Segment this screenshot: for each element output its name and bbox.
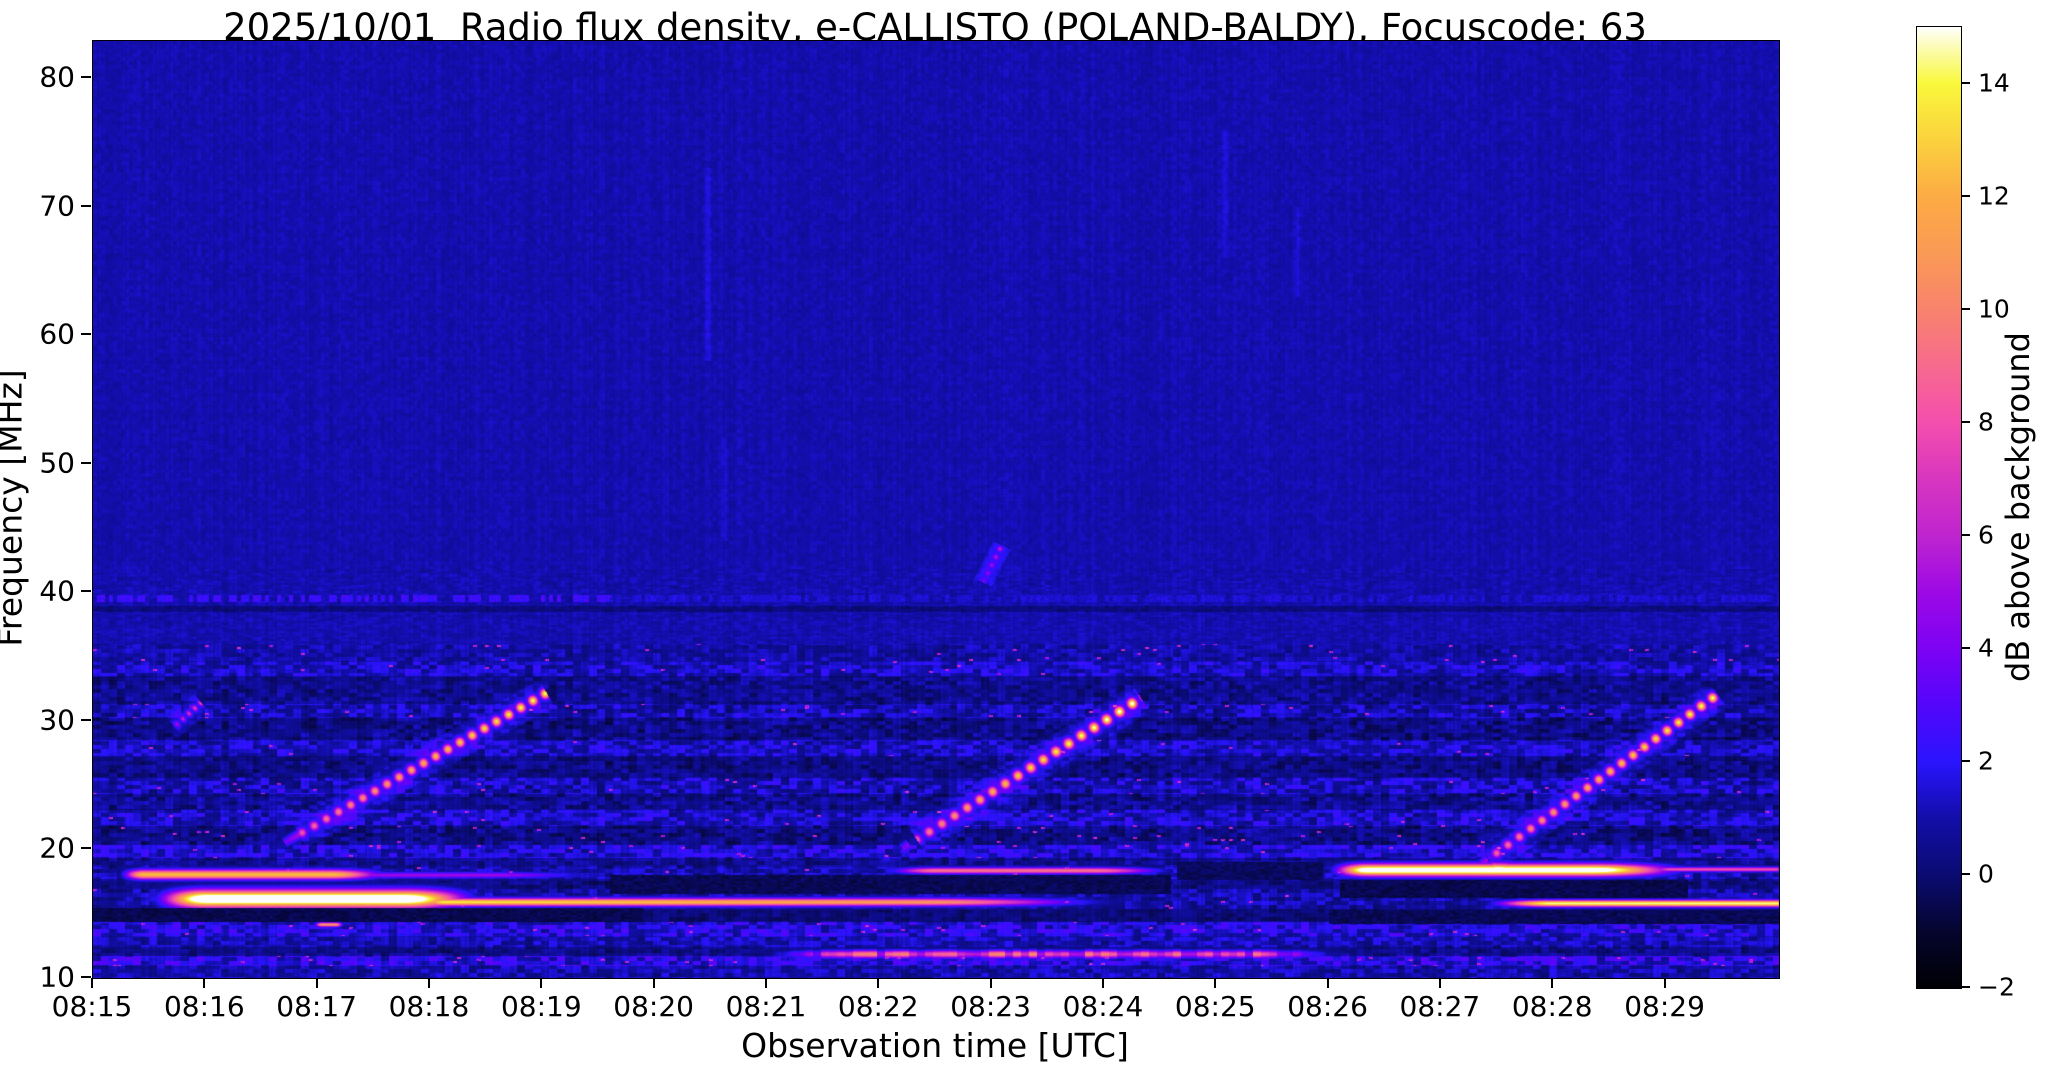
x-tick-label: 08:15 <box>51 990 133 1023</box>
colorbar-tick <box>1962 986 1970 988</box>
x-tick <box>652 978 655 988</box>
x-tick-label: 08:26 <box>1287 990 1368 1023</box>
spectrogram-canvas <box>93 41 1779 978</box>
x-tick <box>203 978 206 988</box>
spectrogram-plot-area <box>92 40 1780 979</box>
x-tick-label: 08:22 <box>837 990 919 1023</box>
colorbar-tick-label: 2 <box>1978 746 1994 776</box>
y-tick-label: 20 <box>39 831 75 865</box>
x-tick-label: 08:21 <box>725 990 807 1023</box>
x-tick <box>315 978 318 988</box>
x-tick <box>427 978 430 988</box>
colorbar-tick <box>1962 759 1970 762</box>
colorbar-tick <box>1962 872 1970 875</box>
y-tick-label: 60 <box>39 317 75 351</box>
y-tick-label: 30 <box>39 703 75 737</box>
y-tick <box>81 718 91 721</box>
y-tick-label: 50 <box>39 446 75 480</box>
colorbar-tick-label: −2 <box>1978 972 2015 1002</box>
x-tick <box>1438 978 1441 988</box>
x-tick <box>1101 978 1104 988</box>
colorbar-tick-label: 12 <box>1978 181 2010 211</box>
x-tick-label: 08:25 <box>1174 990 1256 1023</box>
y-axis-label: Frequency [MHz] <box>0 369 30 647</box>
x-tick <box>540 978 543 988</box>
x-tick-label: 08:20 <box>613 990 694 1023</box>
y-tick <box>81 76 91 79</box>
colorbar-tick-label: 6 <box>1978 520 1994 550</box>
x-tick-label: 08:19 <box>500 990 582 1023</box>
x-tick <box>764 978 767 988</box>
y-tick-label: 70 <box>39 189 75 223</box>
colorbar <box>1916 26 1962 989</box>
x-tick <box>1326 978 1329 988</box>
x-tick <box>1551 978 1554 988</box>
x-tick-label: 08:18 <box>388 990 470 1023</box>
x-tick-label: 08:17 <box>276 990 357 1023</box>
colorbar-tick <box>1962 420 1970 423</box>
y-tick-label: 40 <box>39 574 75 608</box>
x-tick-label: 08:28 <box>1511 990 1593 1023</box>
y-tick <box>81 590 91 593</box>
colorbar-tick-label: 4 <box>1978 633 1994 663</box>
x-tick <box>877 978 880 988</box>
x-tick-label: 08:23 <box>950 990 1031 1023</box>
x-tick-label: 08:24 <box>1062 990 1144 1023</box>
y-tick <box>81 847 91 850</box>
y-tick-label: 10 <box>39 960 75 994</box>
colorbar-label: dB above background <box>1999 332 2037 682</box>
x-tick-label: 08:16 <box>163 990 245 1023</box>
colorbar-tick <box>1962 646 1970 649</box>
x-tick <box>91 978 93 988</box>
x-tick <box>989 978 992 988</box>
x-tick <box>1663 978 1666 988</box>
y-tick <box>81 976 91 978</box>
colorbar-tick <box>1962 533 1970 536</box>
colorbar-tick-label: 0 <box>1978 859 1994 889</box>
x-tick-label: 08:27 <box>1399 990 1481 1023</box>
colorbar-tick <box>1962 307 1970 310</box>
y-tick <box>81 204 91 207</box>
x-axis-label: Observation time [UTC] <box>741 1026 1129 1065</box>
colorbar-tick-label: 14 <box>1978 68 2010 98</box>
x-tick <box>1214 978 1217 988</box>
colorbar-tick-label: 10 <box>1978 294 2010 324</box>
y-tick <box>81 333 91 336</box>
x-tick-label: 08:29 <box>1624 990 1705 1023</box>
colorbar-tick-label: 8 <box>1978 407 1994 437</box>
colorbar-tick <box>1962 194 1970 197</box>
y-tick <box>81 461 91 464</box>
y-tick-label: 80 <box>39 60 75 94</box>
colorbar-tick <box>1962 81 1970 84</box>
